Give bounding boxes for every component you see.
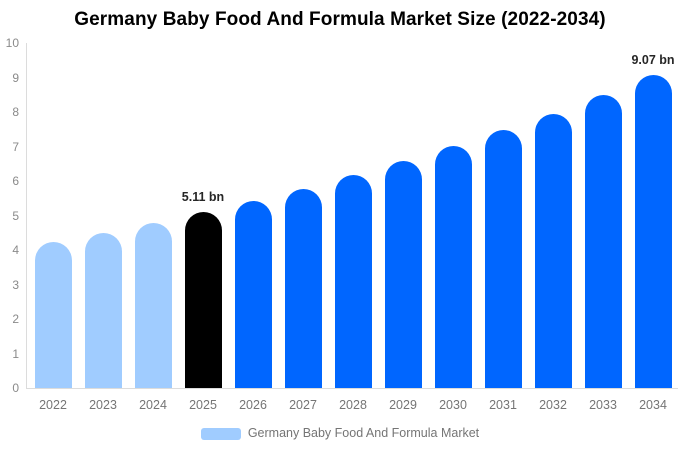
x-axis-label-2026: 2026 <box>239 398 267 412</box>
x-axis-label-2033: 2033 <box>589 398 617 412</box>
bar-2029 <box>384 160 422 388</box>
bar-2031 <box>484 130 522 388</box>
x-axis-label-2025: 2025 <box>189 398 217 412</box>
y-axis-tick-10: 10 <box>5 36 19 50</box>
y-axis-tick-3: 3 <box>12 277 19 292</box>
bar-2023 <box>84 232 122 388</box>
bar-2026 <box>234 201 272 388</box>
x-axis-label-2022: 2022 <box>39 398 67 412</box>
y-axis-tick-9: 9 <box>12 70 19 85</box>
chart-title: Germany Baby Food And Formula Market Siz… <box>74 9 606 30</box>
value-label-2025: 5.11 bn <box>181 189 225 204</box>
x-axis-label-2027: 2027 <box>289 398 317 412</box>
x-axis-label-2023: 2023 <box>89 398 117 412</box>
legend: Germany Baby Food And Formula Market <box>0 426 680 441</box>
bar-2022 <box>34 242 72 388</box>
y-axis-tick-1: 1 <box>12 346 19 361</box>
legend-label: Germany Baby Food And Formula Market <box>247 426 480 440</box>
bar-2027 <box>284 188 322 388</box>
bar-2024 <box>134 222 172 388</box>
bar-2028 <box>334 175 372 388</box>
y-axis-tick-8: 8 <box>12 105 19 119</box>
y-axis-tick-4: 4 <box>12 243 19 257</box>
legend-swatch <box>200 427 241 440</box>
x-axis-label-2032: 2032 <box>539 398 567 412</box>
x-axis-label-2029: 2029 <box>389 398 417 412</box>
x-axis-label-2034: 2034 <box>639 398 667 412</box>
bar-2033 <box>584 95 622 388</box>
bar-2025 <box>184 211 222 388</box>
y-axis-tick-2: 2 <box>12 312 19 326</box>
x-axis-label-2031: 2031 <box>489 398 517 412</box>
bar-2032 <box>534 113 572 388</box>
y-axis-tick-5: 5 <box>12 208 19 223</box>
y-axis-tick-6: 6 <box>12 174 19 188</box>
value-label-2034: 9.07 bn <box>631 53 675 68</box>
y-axis-tick-0: 0 <box>12 381 19 395</box>
x-axis-label-2030: 2030 <box>439 398 467 412</box>
x-axis-line <box>26 388 678 389</box>
bar-2034 <box>634 75 672 388</box>
y-axis-line <box>26 43 27 388</box>
y-axis-tick-7: 7 <box>12 139 19 154</box>
x-axis-label-2028: 2028 <box>339 398 367 412</box>
bar-2030 <box>434 146 472 388</box>
x-axis-label-2024: 2024 <box>139 398 167 412</box>
